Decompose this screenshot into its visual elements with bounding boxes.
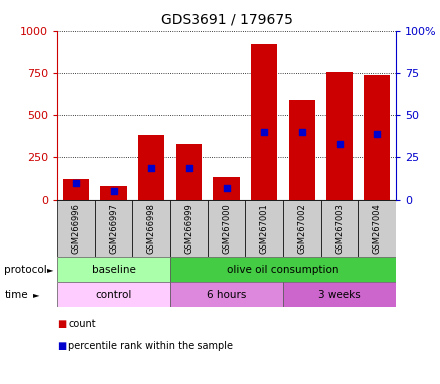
Text: GSM267001: GSM267001: [260, 203, 269, 254]
Text: GSM266999: GSM266999: [184, 203, 194, 254]
Point: [298, 129, 305, 135]
Point: [261, 129, 268, 135]
Bar: [57, 257, 170, 282]
Text: GSM267004: GSM267004: [373, 203, 381, 254]
Text: ■: ■: [57, 319, 66, 329]
Bar: [170, 257, 396, 282]
Text: GSM267003: GSM267003: [335, 203, 344, 254]
Bar: [364, 74, 390, 200]
Bar: [138, 136, 165, 200]
Bar: [57, 200, 95, 257]
Text: olive oil consumption: olive oil consumption: [227, 265, 339, 275]
Bar: [170, 282, 283, 307]
Point: [110, 188, 117, 194]
Point: [374, 131, 381, 137]
Text: ►: ►: [47, 265, 53, 274]
Bar: [251, 44, 278, 200]
Bar: [170, 200, 208, 257]
Text: GSM267002: GSM267002: [297, 203, 306, 254]
Text: baseline: baseline: [92, 265, 136, 275]
Point: [73, 180, 80, 186]
Bar: [213, 177, 240, 200]
Bar: [63, 179, 89, 200]
Text: GSM266998: GSM266998: [147, 203, 156, 254]
Text: count: count: [68, 319, 96, 329]
Point: [185, 164, 192, 170]
Title: GDS3691 / 179675: GDS3691 / 179675: [161, 13, 293, 27]
Bar: [246, 200, 283, 257]
Text: 6 hours: 6 hours: [207, 290, 246, 300]
Bar: [289, 100, 315, 200]
Text: control: control: [95, 290, 132, 300]
Bar: [57, 282, 170, 307]
Bar: [358, 200, 396, 257]
Bar: [95, 200, 132, 257]
Point: [148, 164, 155, 170]
Bar: [176, 144, 202, 200]
Text: GSM266996: GSM266996: [72, 203, 81, 254]
Bar: [326, 72, 353, 200]
Text: ■: ■: [57, 341, 66, 351]
Bar: [283, 200, 321, 257]
Point: [223, 185, 230, 191]
Bar: [208, 200, 246, 257]
Bar: [132, 200, 170, 257]
Point: [336, 141, 343, 147]
Text: time: time: [4, 290, 28, 300]
Text: percentile rank within the sample: percentile rank within the sample: [68, 341, 233, 351]
Bar: [283, 282, 396, 307]
Bar: [100, 186, 127, 200]
Text: GSM266997: GSM266997: [109, 203, 118, 254]
Bar: [321, 200, 358, 257]
Text: ►: ►: [33, 290, 40, 299]
Text: protocol: protocol: [4, 265, 47, 275]
Text: GSM267000: GSM267000: [222, 203, 231, 254]
Text: 3 weeks: 3 weeks: [318, 290, 361, 300]
